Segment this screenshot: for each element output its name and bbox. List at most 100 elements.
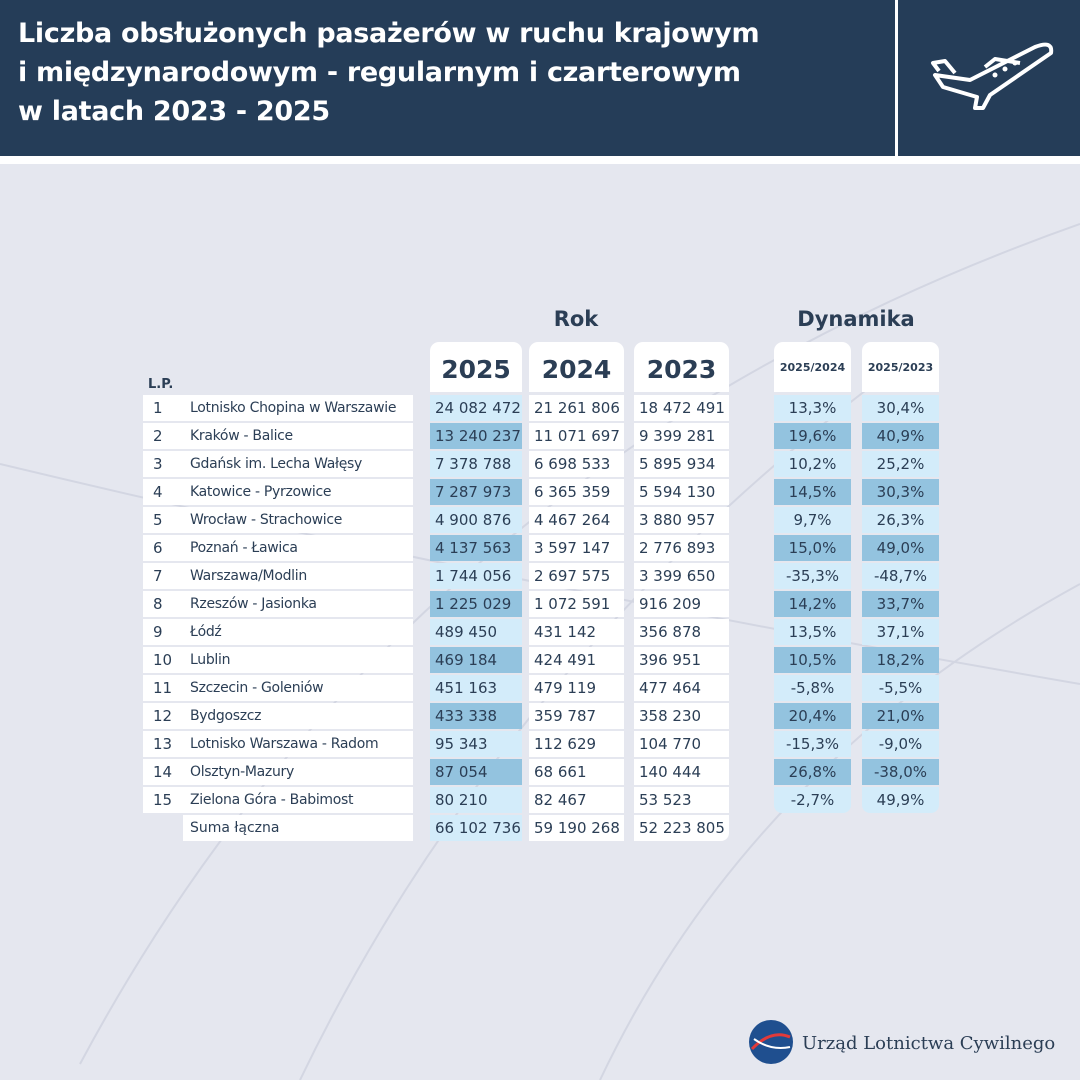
row-number: 4 <box>143 479 183 505</box>
passenger-count: 4 900 876 <box>430 507 522 533</box>
header-gap <box>0 156 1080 164</box>
growth-rate: 26,8% <box>774 759 851 785</box>
passenger-count: 5 594 130 <box>634 479 729 505</box>
row-number: 15 <box>143 787 183 813</box>
row-number: 1 <box>143 395 183 421</box>
passenger-count: 9 399 281 <box>634 423 729 449</box>
column-header: 2025 <box>430 342 522 392</box>
passenger-count: 95 343 <box>430 731 522 757</box>
growth-rate: 20,4% <box>774 703 851 729</box>
airport-name: Lublin <box>183 647 413 673</box>
organization-name: Urząd Lotnictwa Cywilnego <box>802 1032 1056 1054</box>
growth-rate: 30,4% <box>862 395 939 421</box>
total-count: 52 223 805 <box>634 815 729 841</box>
passenger-count: 1 225 029 <box>430 591 522 617</box>
total-count: 59 190 268 <box>529 815 624 841</box>
growth-rate: -38,0% <box>862 759 939 785</box>
growth-rate: 25,2% <box>862 451 939 477</box>
growth-rate: 40,9% <box>862 423 939 449</box>
passenger-count: 396 951 <box>634 647 729 673</box>
passenger-count: 112 629 <box>529 731 624 757</box>
passenger-count: 359 787 <box>529 703 624 729</box>
passenger-count: 4 137 563 <box>430 535 522 561</box>
passenger-count: 7 287 973 <box>430 479 522 505</box>
row-number: 9 <box>143 619 183 645</box>
row-number: 5 <box>143 507 183 533</box>
passenger-count: 24 082 472 <box>430 395 522 421</box>
passenger-count: 433 338 <box>430 703 522 729</box>
passenger-count: 87 054 <box>430 759 522 785</box>
row-number: 12 <box>143 703 183 729</box>
passenger-count: 53 523 <box>634 787 729 813</box>
airport-name: Gdańsk im. Lecha Wałęsy <box>183 451 413 477</box>
growth-rate: -5,5% <box>862 675 939 701</box>
airport-name: Olsztyn-Mazury <box>183 759 413 785</box>
group-header: Dynamika <box>797 307 915 331</box>
plane-icon <box>931 42 1054 110</box>
header-band <box>0 0 1080 156</box>
row-number: 14 <box>143 759 183 785</box>
airport-name: Poznań - Ławica <box>183 535 413 561</box>
passenger-count: 104 770 <box>634 731 729 757</box>
row-number: 8 <box>143 591 183 617</box>
header-separator <box>895 0 898 156</box>
airport-name: Bydgoszcz <box>183 703 413 729</box>
growth-rate: 14,2% <box>774 591 851 617</box>
growth-rate: -15,3% <box>774 731 851 757</box>
airport-name: Wrocław - Strachowice <box>183 507 413 533</box>
growth-rate: 14,5% <box>774 479 851 505</box>
column-header: 2025/2024 <box>774 342 851 392</box>
row-number: 6 <box>143 535 183 561</box>
passenger-count: 80 210 <box>430 787 522 813</box>
column-header: L.P. <box>148 376 174 392</box>
passenger-count: 1 072 591 <box>529 591 624 617</box>
growth-rate: -2,7% <box>774 787 851 813</box>
passenger-count: 6 365 359 <box>529 479 624 505</box>
passenger-count: 13 240 237 <box>430 423 522 449</box>
airport-name: Rzeszów - Jasionka <box>183 591 413 617</box>
growth-rate: 10,5% <box>774 647 851 673</box>
growth-rate: 18,2% <box>862 647 939 673</box>
column-header: 2023 <box>634 342 729 392</box>
passenger-count: 2 697 575 <box>529 563 624 589</box>
column-header: 2025/2023 <box>862 342 939 392</box>
growth-rate: 30,3% <box>862 479 939 505</box>
row-number: 13 <box>143 731 183 757</box>
airport-name: Lotnisko Chopina w Warszawie <box>183 395 413 421</box>
airport-name: Katowice - Pyrzowice <box>183 479 413 505</box>
airport-name: Zielona Góra - Babimost <box>183 787 413 813</box>
passenger-count: 489 450 <box>430 619 522 645</box>
passenger-count: 5 895 934 <box>634 451 729 477</box>
airport-name: Lotnisko Warszawa - Radom <box>183 731 413 757</box>
airport-name: Kraków - Balice <box>183 423 413 449</box>
row-number: 2 <box>143 423 183 449</box>
growth-rate: 37,1% <box>862 619 939 645</box>
passenger-count: 477 464 <box>634 675 729 701</box>
title-line: Liczba obsłużonych pasażerów w ruchu kra… <box>18 18 760 49</box>
passenger-count: 431 142 <box>529 619 624 645</box>
growth-rate: 10,2% <box>774 451 851 477</box>
passenger-count: 3 399 650 <box>634 563 729 589</box>
growth-rate: 33,7% <box>862 591 939 617</box>
growth-rate: 9,7% <box>774 507 851 533</box>
row-number: 3 <box>143 451 183 477</box>
total-count: 66 102 736 <box>430 815 522 841</box>
growth-rate: 13,3% <box>774 395 851 421</box>
column-header: 2024 <box>529 342 624 392</box>
growth-rate: -48,7% <box>862 563 939 589</box>
passenger-count: 3 597 147 <box>529 535 624 561</box>
passenger-count: 424 491 <box>529 647 624 673</box>
airport-name: Warszawa/Modlin <box>183 563 413 589</box>
growth-rate: 49,9% <box>862 787 939 813</box>
passenger-count: 68 661 <box>529 759 624 785</box>
passenger-count: 140 444 <box>634 759 729 785</box>
passenger-count: 18 472 491 <box>634 395 729 421</box>
row-number: 7 <box>143 563 183 589</box>
growth-rate: -35,3% <box>774 563 851 589</box>
passenger-count: 2 776 893 <box>634 535 729 561</box>
passenger-count: 6 698 533 <box>529 451 624 477</box>
airport-name: Szczecin - Goleniów <box>183 675 413 701</box>
total-label: Suma łączna <box>183 815 413 841</box>
row-number: 10 <box>143 647 183 673</box>
